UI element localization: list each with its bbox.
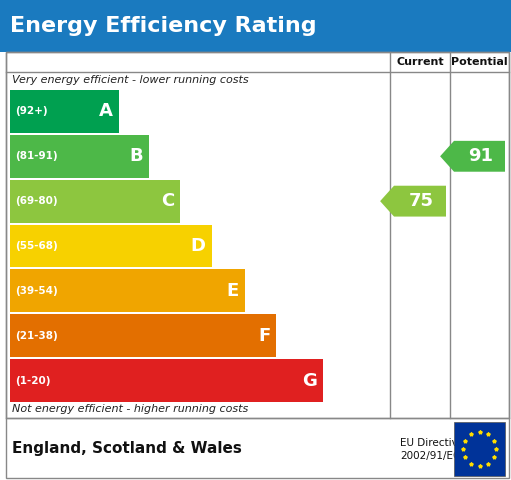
Text: 2002/91/EC: 2002/91/EC bbox=[400, 451, 460, 461]
Bar bbox=[10, 314, 276, 357]
Bar bbox=[0, 0, 511, 52]
Text: 91: 91 bbox=[469, 147, 494, 165]
Text: (21-38): (21-38) bbox=[15, 331, 58, 341]
Text: Potential: Potential bbox=[451, 57, 508, 67]
Bar bbox=[10, 180, 180, 223]
Bar bbox=[10, 135, 149, 178]
Polygon shape bbox=[380, 186, 446, 216]
Text: (92+): (92+) bbox=[15, 107, 48, 117]
Text: (39-54): (39-54) bbox=[15, 286, 58, 296]
Text: 75: 75 bbox=[409, 192, 434, 210]
Text: (1-20): (1-20) bbox=[15, 375, 51, 385]
Text: Very energy efficient - lower running costs: Very energy efficient - lower running co… bbox=[12, 75, 249, 85]
Text: (55-68): (55-68) bbox=[15, 241, 58, 251]
Text: England, Scotland & Wales: England, Scotland & Wales bbox=[12, 442, 242, 456]
Bar bbox=[10, 225, 212, 267]
Text: (69-80): (69-80) bbox=[15, 196, 58, 206]
Text: F: F bbox=[258, 327, 270, 345]
Bar bbox=[10, 90, 119, 133]
Bar bbox=[10, 269, 245, 312]
Text: (81-91): (81-91) bbox=[15, 151, 58, 161]
Text: Not energy efficient - higher running costs: Not energy efficient - higher running co… bbox=[12, 404, 248, 414]
Text: Energy Efficiency Rating: Energy Efficiency Rating bbox=[10, 16, 317, 36]
Polygon shape bbox=[440, 141, 505, 172]
Bar bbox=[10, 359, 322, 402]
Text: D: D bbox=[191, 237, 205, 255]
Text: A: A bbox=[99, 102, 113, 120]
Text: Current: Current bbox=[396, 57, 444, 67]
Text: C: C bbox=[161, 192, 174, 210]
Text: E: E bbox=[227, 282, 239, 300]
Bar bbox=[454, 422, 505, 476]
Text: B: B bbox=[129, 147, 143, 165]
Bar bbox=[6, 52, 509, 418]
Text: G: G bbox=[302, 372, 317, 390]
Bar bbox=[6, 52, 509, 478]
Text: EU Directive: EU Directive bbox=[400, 438, 464, 448]
